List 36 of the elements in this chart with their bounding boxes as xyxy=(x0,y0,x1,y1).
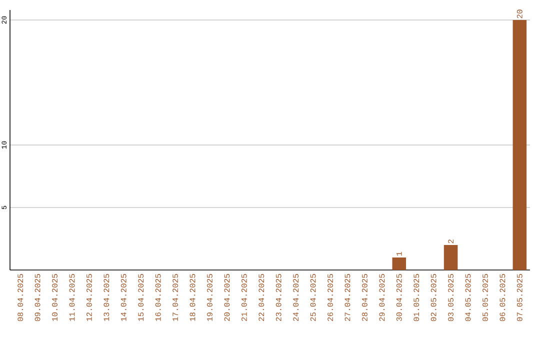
bar xyxy=(444,245,458,270)
bar xyxy=(392,258,406,270)
x-tick-label: 19.04.2025 xyxy=(207,274,212,321)
data-label: 20 xyxy=(516,10,522,18)
x-tick-label: 06.05.2025 xyxy=(500,274,506,322)
x-tick-label: 05.05.2025 xyxy=(482,274,488,322)
x-tick-label: 13.04.2025 xyxy=(104,274,110,321)
x-tick-label: 25.04.2025 xyxy=(310,274,316,321)
x-tick-label: 27.04.2025 xyxy=(344,274,350,321)
x-tick-label: 08.04.2025 xyxy=(18,274,24,322)
x-tick-label: 14.04.2025 xyxy=(120,274,126,321)
bar xyxy=(512,20,527,270)
x-tick-label: 23.04.2025 xyxy=(276,274,282,321)
x-tick-label: 09.04.2025 xyxy=(34,274,40,322)
x-tick-label: 26.04.2025 xyxy=(328,274,333,321)
x-tick-label: 17.04.2025 xyxy=(172,274,178,321)
x-tick-label: 11.04.2025 xyxy=(69,274,75,321)
x-tick-label: 03.05.2025 xyxy=(448,274,454,322)
x-tick-label: 28.04.2025 xyxy=(362,274,368,321)
x-tick-label: 20.04.2025 xyxy=(224,274,230,321)
x-tick-label: 24.04.2025 xyxy=(293,274,299,321)
x-tick-label: 22.04.2025 xyxy=(258,274,264,321)
x-tick-label: 30.04.2025 xyxy=(396,274,402,322)
x-tick-label: 15.04.2025 xyxy=(138,274,144,321)
x-tick-label: 07.05.2025 xyxy=(516,274,522,322)
x-tick-label: 12.04.2025 xyxy=(86,274,92,321)
x-tick-label: 01.05.2025 xyxy=(414,274,420,322)
x-tick-label: 16.04.2025 xyxy=(155,274,161,321)
x-tick-label: 29.04.2025 xyxy=(379,274,385,321)
x-tick-label: 21.04.2025 xyxy=(241,274,247,321)
x-tick-label: 18.04.2025 xyxy=(190,274,196,321)
data-label: 2 xyxy=(448,240,454,244)
x-tick-label: 04.05.2025 xyxy=(465,274,471,322)
data-label: 1 xyxy=(396,252,402,256)
x-tick-label: 10.04.2025 xyxy=(52,274,58,321)
x-tick-label: 02.05.2025 xyxy=(430,274,436,322)
